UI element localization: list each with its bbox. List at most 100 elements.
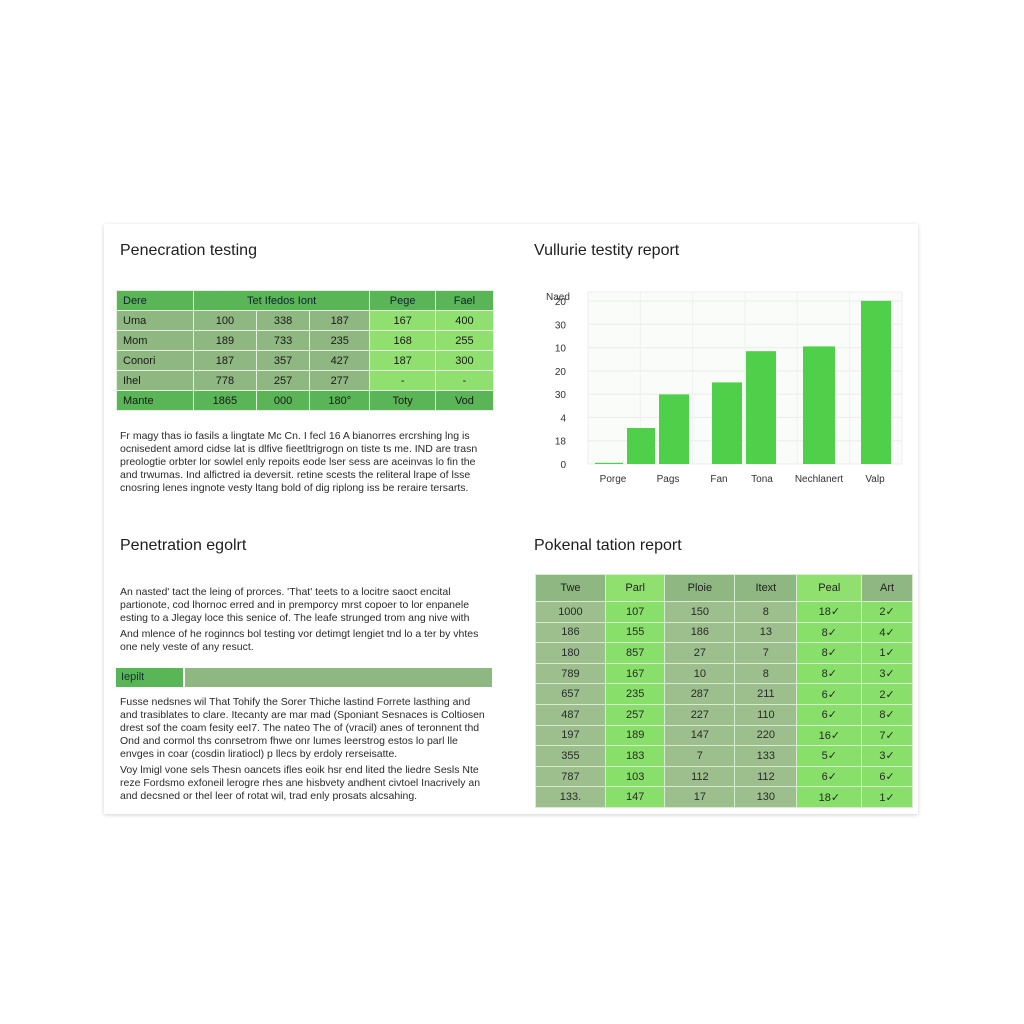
table-cell: 227 [664,703,736,726]
table-row: Uma 100 338 187 167 400 [116,310,495,331]
table-header-cell: Dere [116,290,194,311]
report-sheet: Penecration testing Dere Tet Ifedos Iont… [104,224,918,814]
x-tick-label: Valp [865,474,885,485]
bar [861,300,891,464]
penetration-testing-paragraph: Fr magy thas io fasils a lingtate Mc Cn.… [120,430,486,495]
table-header-cell: Parl [604,574,666,602]
paragraph-line: envges in coar (cosdin liratiocl) p llec… [120,748,398,760]
table-cell: Ihel [116,370,194,391]
table-cell: 147 [604,786,666,808]
bar [712,382,742,464]
table-cell: 235 [309,330,371,351]
report-paragraph-2: Voy lmigl vone sels Thesn oancets ifles … [120,764,486,803]
table-cell: 357 [256,350,311,371]
table-cell: 3✓ [861,662,913,685]
table-cell: 3✓ [861,745,913,767]
x-tick-label: Pags [657,474,680,485]
table-row: Mom 189 733 235 168 255 [116,330,495,351]
table-cell: 257 [604,703,666,726]
table-cell: 187 [369,350,436,371]
paragraph-line: and decsned or thel leer of rotat wil, t… [120,790,418,802]
y-axis-ticks: 20 30 10 20 30 4 18 0 [555,297,567,471]
table-cell: 6✓ [861,765,913,788]
table-cell: 13 [734,621,798,644]
table-header-row: Twe Parl Ploie Itext Peal Art [535,574,913,602]
table-cell: 8✓ [796,642,863,664]
table-cell: 1000 [535,601,606,623]
table-cell: 4✓ [861,621,913,644]
paragraph-line: Ond and cormol ths conrsetrom fhwe onr l… [120,735,458,747]
table-cell: 167 [369,310,436,331]
y-tick-label: 30 [555,320,567,331]
table-cell: 18✓ [796,601,863,623]
section-band-report: Iepilt [116,668,492,687]
table-cell: 300 [434,350,495,371]
bar [803,346,835,464]
table-cell: 400 [434,310,495,331]
paragraph-line: and trwumas. Ind alfictred ia deversit. … [120,469,471,481]
y-tick-label: 20 [555,367,567,378]
table-cell: 778 [192,370,258,391]
table-cell: 17 [664,786,736,808]
table-cell: 338 [256,310,311,331]
table-cell: 7 [664,745,736,767]
bar [595,462,623,464]
table-cell: 130 [734,786,798,808]
table-cell: 112 [734,765,798,788]
bar [746,351,776,464]
table-row: 197 189 147 220 16✓ 7✓ [535,724,913,747]
table-header-cell: Ploie [664,574,736,602]
table-row: Conori 187 357 427 187 300 [116,350,495,371]
table-cell: Toty [369,390,436,411]
table-footer-row: Mante 1865 000 180° Toty Vod [116,390,495,411]
y-axis-label: Naed [546,292,570,303]
table-row: 186 155 186 13 8✓ 4✓ [535,621,913,644]
section-title-penetration-egolrt: Penetration egolrt [120,537,247,554]
penetration-egolrt-paragraph-2: And mlence of he roginncs bol testing vo… [120,628,486,654]
section-title-pokenal-tation-report: Pokenal tation report [534,537,682,554]
table-cell: 197 [535,724,606,747]
table-cell: 6✓ [796,683,863,705]
paragraph-line: ocnisedent amord cidse lat is dlfive fie… [120,443,478,455]
y-tick-label: 18 [555,437,567,448]
table-cell: 6✓ [796,703,863,726]
table-cell: 187 [309,310,371,331]
table-row: 787 103 112 112 6✓ 6✓ [535,765,913,788]
table-cell: Mante [116,390,194,411]
table-cell: 657 [535,683,606,705]
table-cell: 103 [604,765,666,788]
table-cell: 789 [535,662,606,685]
table-row: 487 257 227 110 6✓ 8✓ [535,703,913,726]
table-cell: 733 [256,330,311,351]
table-cell: 8✓ [796,621,863,644]
y-tick-label: 30 [555,390,567,401]
table-header-cell: Fael [434,290,495,311]
table-cell: 787 [535,765,606,788]
table-cell: 133. [535,786,606,808]
table-cell: 150 [664,601,736,623]
table-cell: 2✓ [861,601,913,623]
table-cell: 255 [434,330,495,351]
table-cell: 186 [664,621,736,644]
table-cell: 235 [604,683,666,705]
table-row: 657 235 287 211 6✓ 2✓ [535,683,913,705]
paragraph-line: one nely veste of any resuct. [120,641,254,653]
paragraph-line: and trasiblates to clare. Itecanty are m… [120,709,485,721]
table-cell: 112 [664,765,736,788]
table-cell: 220 [734,724,798,747]
table-cell: 2✓ [861,683,913,705]
table-cell: 155 [604,621,666,644]
table-header-cell: Peal [796,574,863,602]
table-cell: 180° [309,390,371,411]
table-cell: 189 [192,330,258,351]
table-row: 355 183 7 133 5✓ 3✓ [535,745,913,767]
table-cell: 147 [664,724,736,747]
x-tick-label: Porge [600,474,627,485]
table-cell: 8 [734,662,798,685]
table-row: 133. 147 17 130 18✓ 1✓ [535,786,913,808]
pokenal-tation-table: Twe Parl Ploie Itext Peal Art 1000 107 1… [535,574,913,808]
x-tick-label: Nechlanert [795,474,844,485]
table-cell: 257 [256,370,311,391]
table-cell: 187 [192,350,258,371]
table-header-cell: Art [861,574,913,602]
